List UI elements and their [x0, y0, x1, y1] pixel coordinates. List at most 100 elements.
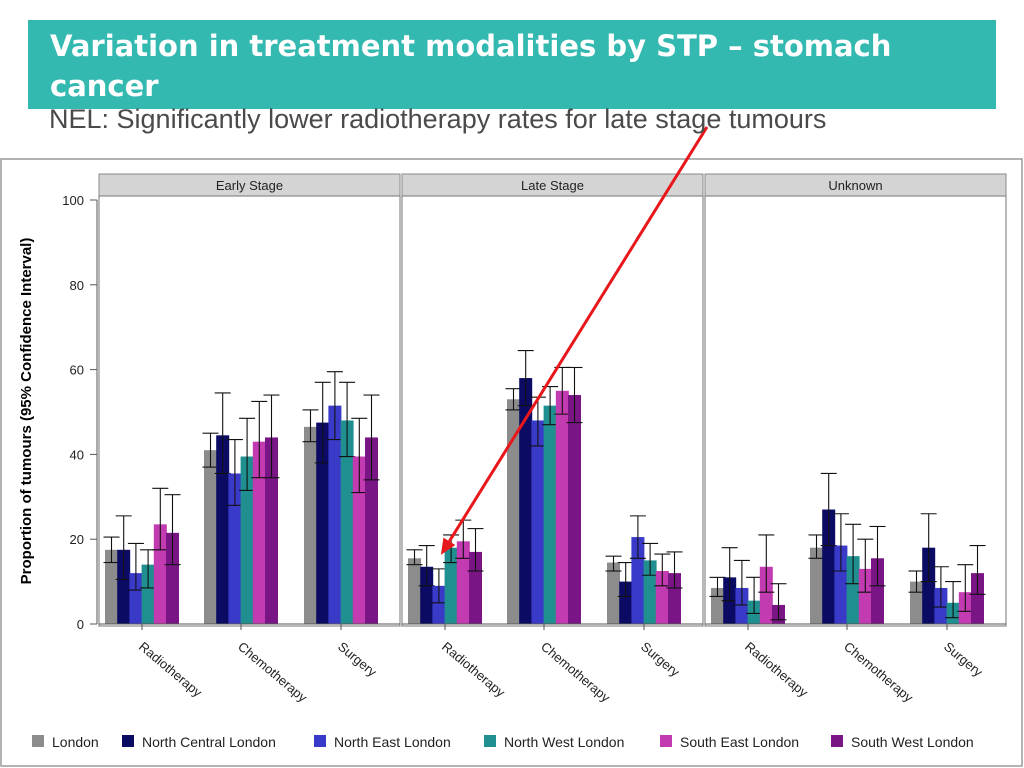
errorbar-early-stage-chemotherapy-north-west-london [239, 417, 256, 491]
bar-unknown-surgery-north-central-london [922, 547, 936, 624]
errorbar-unknown-surgery-south-east-london [957, 564, 974, 612]
bar-early-stage-surgery-north-east-london [328, 405, 342, 624]
bar-late-stage-surgery-north-central-london [619, 581, 633, 624]
errorbar-early-stage-radiotherapy-london [103, 536, 120, 564]
errorbar-early-stage-surgery-london [302, 409, 319, 443]
bar-early-stage-surgery-south-east-london [352, 456, 366, 624]
y-tick-label-40: 40 [70, 447, 84, 462]
errorbar-early-stage-radiotherapy-south-east-london [152, 487, 169, 551]
errorbar-late-stage-radiotherapy-north-east-london [430, 568, 447, 604]
bar-unknown-chemotherapy-south-east-london [858, 568, 872, 624]
errorbar-unknown-surgery-north-west-london [945, 581, 962, 619]
errorbar-late-stage-surgery-south-west-london [666, 551, 683, 589]
errorbar-unknown-radiotherapy-south-east-london [758, 534, 775, 593]
bar-early-stage-surgery-north-central-london [316, 422, 330, 624]
bar-early-stage-surgery-north-west-london [340, 420, 354, 624]
bar-unknown-chemotherapy-north-east-london [834, 545, 848, 624]
errorbar-early-stage-surgery-north-central-london [314, 381, 331, 464]
bar-early-stage-chemotherapy-south-west-london [265, 437, 278, 624]
legend-label-north-east-london: North East London [334, 734, 451, 750]
bar-unknown-radiotherapy-north-east-london [735, 587, 749, 624]
errorbar-unknown-surgery-south-west-london [969, 545, 986, 595]
slide-title: Variation in treatment modalities by STP… [50, 29, 892, 103]
bar-early-stage-chemotherapy-north-east-london [228, 473, 242, 624]
annotation-arrow-shaft [448, 126, 709, 543]
bar-late-stage-radiotherapy-north-east-london [432, 585, 446, 624]
legend-item-north-west-london: North West London [484, 734, 624, 750]
legend-label-north-central-london: North Central London [142, 734, 276, 750]
errorbar-unknown-chemotherapy-north-central-london [820, 472, 837, 547]
errorbar-unknown-chemotherapy-south-east-london [857, 538, 874, 593]
legend-label-london: London [52, 734, 99, 750]
panel-frame-early-stage [98, 195, 401, 627]
errorbar-late-stage-surgery-north-east-london [629, 515, 646, 559]
legend-label-south-east-london: South East London [680, 734, 799, 750]
errorbar-unknown-chemotherapy-south-west-london [869, 525, 886, 587]
errorbar-unknown-radiotherapy-london [709, 576, 726, 597]
bar-early-stage-chemotherapy-london [204, 450, 217, 624]
bar-early-stage-radiotherapy-north-east-london [129, 573, 143, 624]
bar-early-stage-surgery-south-west-london [365, 437, 378, 624]
errorbar-late-stage-radiotherapy-london [406, 549, 423, 566]
errorbar-unknown-surgery-north-central-london [920, 513, 937, 583]
errorbar-late-stage-chemotherapy-north-central-london [517, 349, 534, 407]
y-tick-label-80: 80 [70, 278, 84, 293]
bar-late-stage-chemotherapy-north-west-london [543, 405, 557, 624]
errorbar-late-stage-radiotherapy-south-west-london [467, 528, 484, 572]
errorbar-unknown-chemotherapy-london [808, 534, 825, 559]
errorbar-early-stage-surgery-south-east-london [351, 417, 368, 494]
errorbar-unknown-chemotherapy-north-west-london [845, 523, 862, 585]
y-tick-label-20: 20 [70, 532, 84, 547]
panel-title-unknown: Unknown [828, 178, 882, 193]
legend-item-north-east-london: North East London [314, 734, 451, 750]
y-tick-label-0: 0 [77, 617, 84, 632]
panel-frame-late-stage [401, 195, 704, 627]
legend-item-london: London [32, 734, 99, 750]
errorbar-unknown-surgery-london [908, 570, 925, 593]
errorbar-unknown-chemotherapy-north-east-london [832, 513, 849, 572]
legend-swatch-london [32, 735, 44, 747]
errorbar-early-stage-chemotherapy-north-central-london [214, 392, 231, 475]
panel-title-early-stage: Early Stage [216, 178, 283, 193]
legend-swatch-north-central-london [122, 735, 134, 747]
bar-early-stage-chemotherapy-north-central-london [216, 435, 230, 624]
slide-title-bar: Variation in treatment modalities by STP… [28, 20, 996, 109]
bar-early-stage-radiotherapy-south-west-london [166, 532, 179, 624]
chart-frame [0, 158, 1023, 767]
errorbar-early-stage-chemotherapy-south-west-london [263, 394, 280, 479]
bar-late-stage-radiotherapy-north-central-london [420, 566, 434, 624]
legend-item-south-west-london: South West London [831, 734, 974, 750]
annotation-arrow-head [440, 537, 456, 555]
legend-swatch-south-west-london [831, 735, 843, 747]
bar-unknown-chemotherapy-north-west-london [846, 556, 860, 624]
bar-early-stage-chemotherapy-south-east-london [252, 441, 266, 624]
bar-late-stage-radiotherapy-north-west-london [444, 547, 458, 624]
bar-early-stage-radiotherapy-north-west-london [141, 564, 155, 624]
bar-late-stage-chemotherapy-south-east-london [555, 390, 569, 624]
errorbar-late-stage-surgery-south-east-london [654, 553, 671, 587]
errorbar-unknown-surgery-north-east-london [932, 566, 949, 608]
errorbar-early-stage-surgery-south-west-london [363, 394, 380, 481]
annotation-arrow [440, 126, 709, 555]
errorbar-early-stage-surgery-north-west-london [339, 381, 356, 458]
errorbar-late-stage-radiotherapy-north-central-london [418, 545, 435, 587]
legend-item-north-central-london: North Central London [122, 734, 276, 750]
errorbar-early-stage-chemotherapy-london [202, 432, 219, 468]
errorbar-late-stage-chemotherapy-london [505, 388, 522, 411]
legend-item-south-east-london: South East London [660, 734, 799, 750]
legend-label-south-west-london: South West London [851, 734, 974, 750]
bar-late-stage-surgery-south-west-london [668, 573, 681, 624]
errorbar-early-stage-radiotherapy-north-east-london [127, 542, 144, 591]
errorbar-early-stage-radiotherapy-south-west-london [164, 494, 181, 566]
legend-swatch-north-west-london [484, 735, 496, 747]
y-axis-label: Proportion of tumours (95% Confidence In… [18, 238, 35, 585]
errorbar-unknown-radiotherapy-north-central-london [721, 547, 738, 602]
errorbar-late-stage-surgery-london [605, 555, 622, 572]
bar-unknown-chemotherapy-london [810, 547, 823, 624]
errorbar-unknown-radiotherapy-north-east-london [733, 559, 750, 606]
bar-unknown-radiotherapy-south-east-london [759, 566, 773, 624]
bar-late-stage-chemotherapy-south-west-london [568, 395, 581, 624]
slide-subtitle: NEL: Significantly lower radiotherapy ra… [49, 104, 827, 134]
bar-late-stage-surgery-north-west-london [643, 560, 657, 624]
